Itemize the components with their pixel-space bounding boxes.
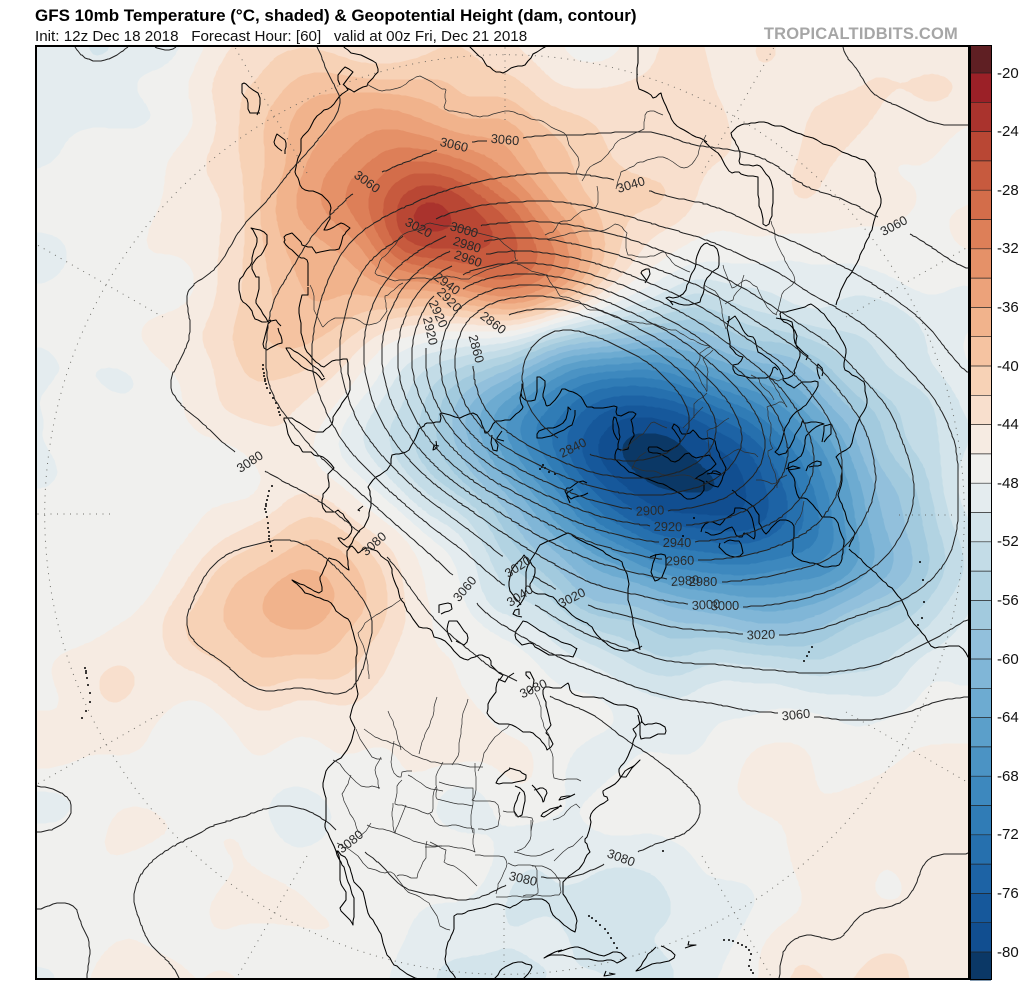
svg-text:2980: 2980 — [689, 574, 717, 589]
svg-text:3060: 3060 — [439, 134, 470, 155]
svg-text:3020: 3020 — [746, 627, 775, 643]
svg-text:2960: 2960 — [666, 553, 695, 569]
svg-text:3080: 3080 — [508, 868, 539, 889]
svg-text:2860: 2860 — [466, 333, 488, 364]
svg-text:3000: 3000 — [691, 596, 720, 613]
svg-text:3060: 3060 — [781, 706, 811, 724]
svg-text:3000: 3000 — [711, 598, 740, 613]
svg-text:2940: 2940 — [663, 535, 691, 550]
svg-text:2920: 2920 — [654, 519, 683, 534]
svg-text:2980: 2980 — [670, 572, 699, 589]
svg-text:3060: 3060 — [490, 131, 520, 148]
svg-text:2920: 2920 — [420, 315, 441, 346]
svg-text:2900: 2900 — [635, 502, 664, 518]
